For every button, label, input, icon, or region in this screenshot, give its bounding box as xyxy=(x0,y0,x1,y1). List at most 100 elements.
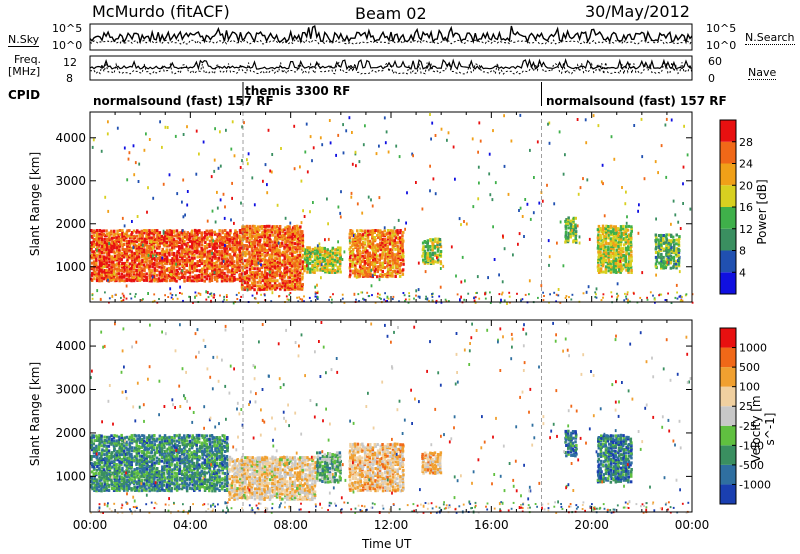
power-speck xyxy=(439,285,442,289)
power-nearband xyxy=(448,300,450,303)
power-nearband xyxy=(99,298,102,301)
power-cell xyxy=(142,248,146,252)
power-cell xyxy=(396,259,400,263)
power-cell xyxy=(279,276,282,280)
velocity-cell xyxy=(163,459,167,463)
power-cell xyxy=(668,254,671,258)
power-cell xyxy=(251,255,255,259)
velocity-cell xyxy=(160,477,164,481)
power-cell xyxy=(278,273,282,277)
velocity-cell xyxy=(120,484,123,488)
power-cell xyxy=(213,267,217,271)
power-cell xyxy=(299,240,302,244)
power-cell xyxy=(612,262,615,266)
power-cell xyxy=(198,253,202,257)
power-cell xyxy=(96,246,99,250)
power-cell xyxy=(141,277,144,281)
power-cell xyxy=(193,248,197,252)
power-cell xyxy=(220,274,224,278)
power-cell xyxy=(678,235,681,239)
velocity-cell xyxy=(100,489,103,493)
velocity-cell xyxy=(130,436,134,440)
power-cell xyxy=(615,265,618,269)
velocity-cell xyxy=(158,470,161,474)
power-cell xyxy=(137,239,141,243)
power-nearband xyxy=(403,294,406,297)
power-speck xyxy=(578,241,581,245)
power-speck xyxy=(660,144,663,148)
power-nearband xyxy=(667,292,669,295)
power-cell xyxy=(624,238,627,242)
power-speck xyxy=(666,260,669,264)
velocity-cell xyxy=(163,441,167,445)
power-cell xyxy=(103,243,107,247)
power-nearband xyxy=(219,294,221,297)
power-cell xyxy=(625,228,628,232)
power-cell xyxy=(436,249,440,253)
power-speck xyxy=(417,261,420,265)
velocity-cell xyxy=(145,476,149,480)
power-speck xyxy=(356,202,359,206)
velocity-cell xyxy=(98,456,102,460)
power-cell xyxy=(378,258,381,262)
power-cell xyxy=(275,244,279,247)
power-cell xyxy=(602,257,606,261)
power-cell xyxy=(137,268,141,272)
power-cell xyxy=(233,270,236,274)
power-cell xyxy=(393,239,397,243)
power-cell xyxy=(236,241,239,245)
power-cell xyxy=(359,256,362,260)
velocity-cell xyxy=(168,477,171,481)
velocity-cell xyxy=(125,470,129,474)
power-speck xyxy=(679,227,682,230)
power-cell xyxy=(193,241,196,245)
power-cell xyxy=(437,246,440,250)
power-cell xyxy=(393,269,397,273)
power-cell xyxy=(356,258,360,262)
power-cell xyxy=(288,233,292,237)
power-cell xyxy=(105,251,109,255)
velocity-cell xyxy=(102,475,106,479)
power-cell xyxy=(115,277,118,281)
power-cell xyxy=(190,279,194,283)
power-cell xyxy=(268,233,272,237)
power-cell xyxy=(574,226,578,230)
power-cell xyxy=(202,238,206,242)
power-nearband xyxy=(691,301,694,304)
power-cell xyxy=(230,236,233,240)
freq-label-2: [MHz] xyxy=(8,65,41,78)
power-speck xyxy=(529,217,532,221)
velocity-cell xyxy=(137,477,141,481)
power-cell xyxy=(391,229,395,233)
power-cell xyxy=(604,240,608,244)
power-cell xyxy=(356,254,360,258)
power-speck xyxy=(627,298,629,302)
power-cell xyxy=(170,239,174,243)
power-cell xyxy=(254,230,257,234)
power-cell xyxy=(396,261,399,265)
power-nearband xyxy=(171,294,174,296)
power-cell xyxy=(422,245,425,249)
velocity-cell xyxy=(110,434,113,438)
power-cell xyxy=(301,253,305,257)
power-cell xyxy=(107,251,111,255)
power-cell xyxy=(100,272,104,276)
power-cell xyxy=(244,254,247,258)
power-speck xyxy=(162,231,165,235)
power-cell xyxy=(602,243,606,247)
power-nearband xyxy=(537,296,539,299)
power-cell xyxy=(612,253,616,257)
power-cell xyxy=(286,243,289,247)
power-nearband xyxy=(125,297,128,300)
power-cell xyxy=(250,258,254,262)
power-cell xyxy=(296,279,299,282)
power-cell xyxy=(615,242,618,246)
velocity-cell xyxy=(127,460,131,464)
power-cell xyxy=(248,255,251,259)
velocity-cell xyxy=(167,437,171,441)
power-cell xyxy=(622,224,625,228)
power-cell xyxy=(279,265,282,269)
power-cell xyxy=(426,248,430,252)
power-cell xyxy=(422,258,425,262)
